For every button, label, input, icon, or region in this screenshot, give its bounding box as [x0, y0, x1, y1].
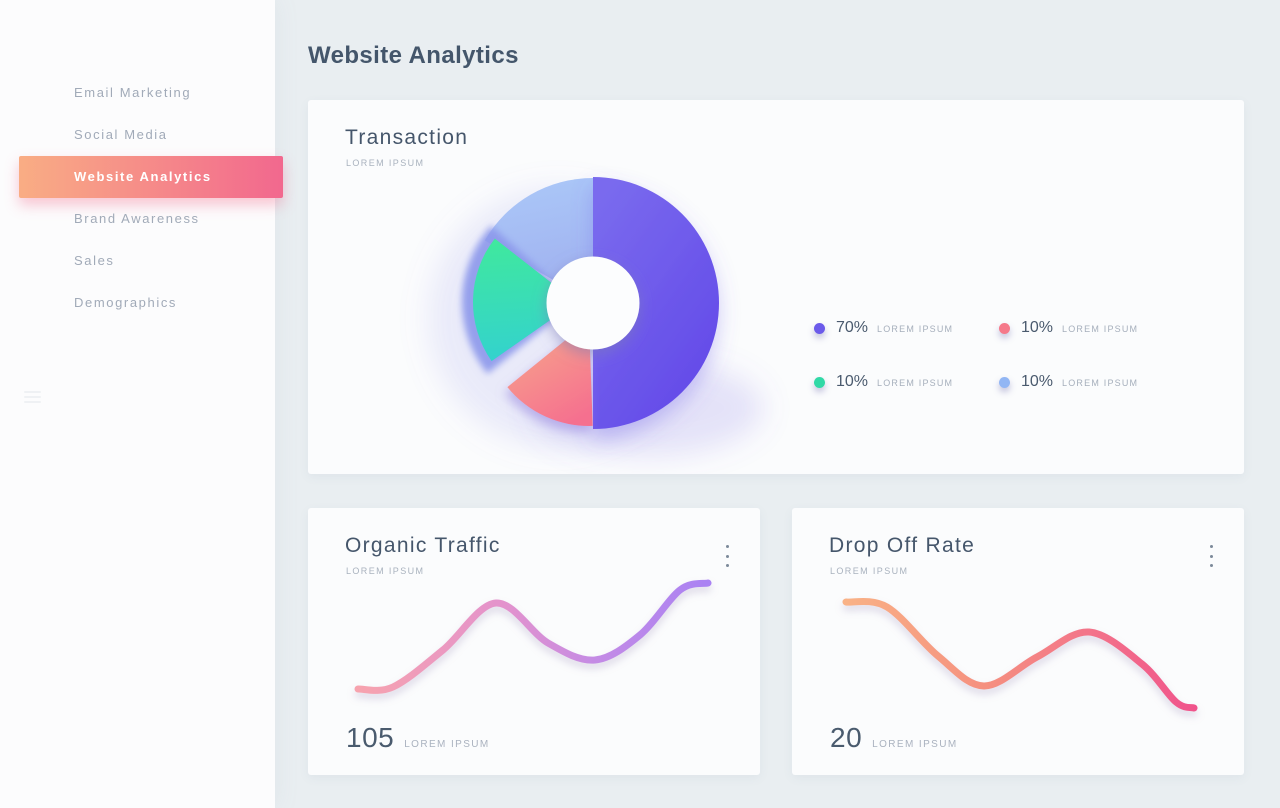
- legend-dot-blue: [999, 376, 1010, 388]
- drop-off-rate-line-chart: [842, 597, 1198, 712]
- sidebar-item-demographics[interactable]: Demographics: [74, 295, 178, 310]
- transaction-card-subtitle: LOREM IPSUM: [346, 158, 425, 168]
- transaction-card-title: Transaction: [345, 126, 469, 149]
- sidebar-nav: Email Marketing Social Media Website Ana…: [0, 72, 283, 324]
- sidebar-item-brand-awareness[interactable]: Brand Awareness: [74, 211, 200, 226]
- kebab-menu-icon[interactable]: [1204, 545, 1218, 567]
- organic-traffic-line-chart: [354, 579, 712, 694]
- sidebar-item-email-marketing[interactable]: Email Marketing: [74, 85, 192, 100]
- legend-dot-purple: [814, 322, 825, 334]
- legend-label: LOREM IPSUM: [1062, 378, 1139, 388]
- metric-value: 20: [830, 722, 863, 753]
- legend-label: LOREM IPSUM: [877, 378, 954, 388]
- organic-traffic-metric: 105 LOREM IPSUM: [346, 722, 490, 754]
- legend-value: 10%: [836, 373, 869, 390]
- metric-label: LOREM IPSUM: [404, 739, 490, 750]
- legend-item: 10% LOREM IPSUM: [999, 371, 1138, 393]
- drop-off-rate-subtitle: LOREM IPSUM: [830, 566, 909, 576]
- legend-value: 70%: [836, 319, 869, 336]
- sidebar-item-website-analytics[interactable]: Website Analytics: [19, 156, 283, 198]
- donut-chart: [428, 177, 763, 456]
- legend-value: 10%: [1021, 319, 1054, 336]
- sidebar-item-sales[interactable]: Sales: [74, 253, 115, 268]
- donut-legend: 70% LOREM IPSUM 10% LOREM IPSUM 10% LORE…: [814, 317, 1138, 393]
- hamburger-menu-icon[interactable]: [24, 388, 41, 406]
- legend-dot-green: [814, 376, 825, 388]
- metric-value: 105: [346, 722, 395, 753]
- legend-item: 10% LOREM IPSUM: [814, 371, 999, 393]
- organic-traffic-subtitle: LOREM IPSUM: [346, 566, 425, 576]
- sidebar-item-social-media[interactable]: Social Media: [74, 127, 168, 142]
- drop-off-rate-title: Drop Off Rate: [829, 534, 976, 557]
- organic-traffic-title: Organic Traffic: [345, 534, 501, 557]
- drop-off-rate-card: Drop Off Rate LOREM IPSUM 20 LOREM IPSUM: [792, 508, 1244, 775]
- kebab-menu-icon[interactable]: [720, 545, 734, 567]
- page-title: Website Analytics: [308, 42, 519, 69]
- legend-item: 10% LOREM IPSUM: [999, 317, 1138, 339]
- legend-item: 70% LOREM IPSUM: [814, 317, 999, 339]
- transaction-card: Transaction LOREM IPSUM 70% LOREM IPSUM …: [308, 100, 1244, 474]
- organic-traffic-card: Organic Traffic LOREM IPSUM 105 LOREM IP…: [308, 508, 760, 775]
- legend-value: 10%: [1021, 373, 1054, 390]
- drop-off-rate-metric: 20 LOREM IPSUM: [830, 722, 958, 754]
- legend-label: LOREM IPSUM: [877, 324, 954, 334]
- sidebar: Email Marketing Social Media Website Ana…: [0, 0, 283, 808]
- legend-label: LOREM IPSUM: [1062, 324, 1139, 334]
- metric-label: LOREM IPSUM: [872, 739, 958, 750]
- legend-dot-red: [999, 322, 1010, 334]
